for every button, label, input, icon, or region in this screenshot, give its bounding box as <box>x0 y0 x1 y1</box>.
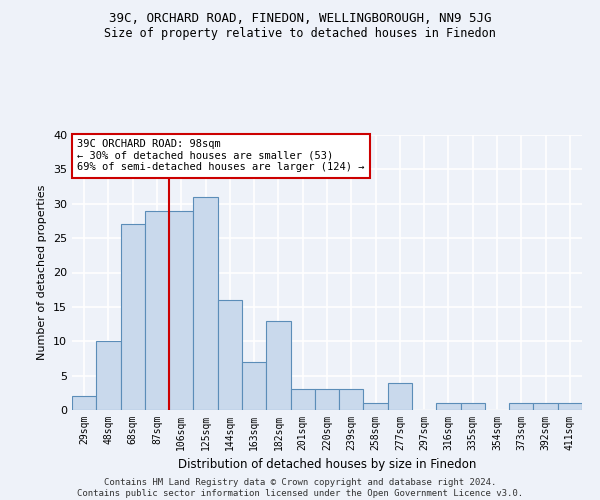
Text: 39C ORCHARD ROAD: 98sqm
← 30% of detached houses are smaller (53)
69% of semi-de: 39C ORCHARD ROAD: 98sqm ← 30% of detache… <box>77 139 365 172</box>
Bar <box>96 341 121 410</box>
Bar <box>193 197 218 410</box>
Bar <box>461 403 485 410</box>
Bar <box>242 362 266 410</box>
Bar <box>169 210 193 410</box>
Text: Contains HM Land Registry data © Crown copyright and database right 2024.
Contai: Contains HM Land Registry data © Crown c… <box>77 478 523 498</box>
Bar <box>315 390 339 410</box>
Bar <box>339 390 364 410</box>
Bar <box>145 210 169 410</box>
Text: Size of property relative to detached houses in Finedon: Size of property relative to detached ho… <box>104 28 496 40</box>
Bar <box>266 320 290 410</box>
Bar <box>364 403 388 410</box>
Bar <box>218 300 242 410</box>
Bar <box>436 403 461 410</box>
Bar <box>121 224 145 410</box>
Bar <box>533 403 558 410</box>
Text: 39C, ORCHARD ROAD, FINEDON, WELLINGBOROUGH, NN9 5JG: 39C, ORCHARD ROAD, FINEDON, WELLINGBOROU… <box>109 12 491 26</box>
Bar <box>388 382 412 410</box>
Bar <box>509 403 533 410</box>
X-axis label: Distribution of detached houses by size in Finedon: Distribution of detached houses by size … <box>178 458 476 471</box>
Bar <box>72 396 96 410</box>
Bar <box>558 403 582 410</box>
Bar <box>290 390 315 410</box>
Y-axis label: Number of detached properties: Number of detached properties <box>37 185 47 360</box>
